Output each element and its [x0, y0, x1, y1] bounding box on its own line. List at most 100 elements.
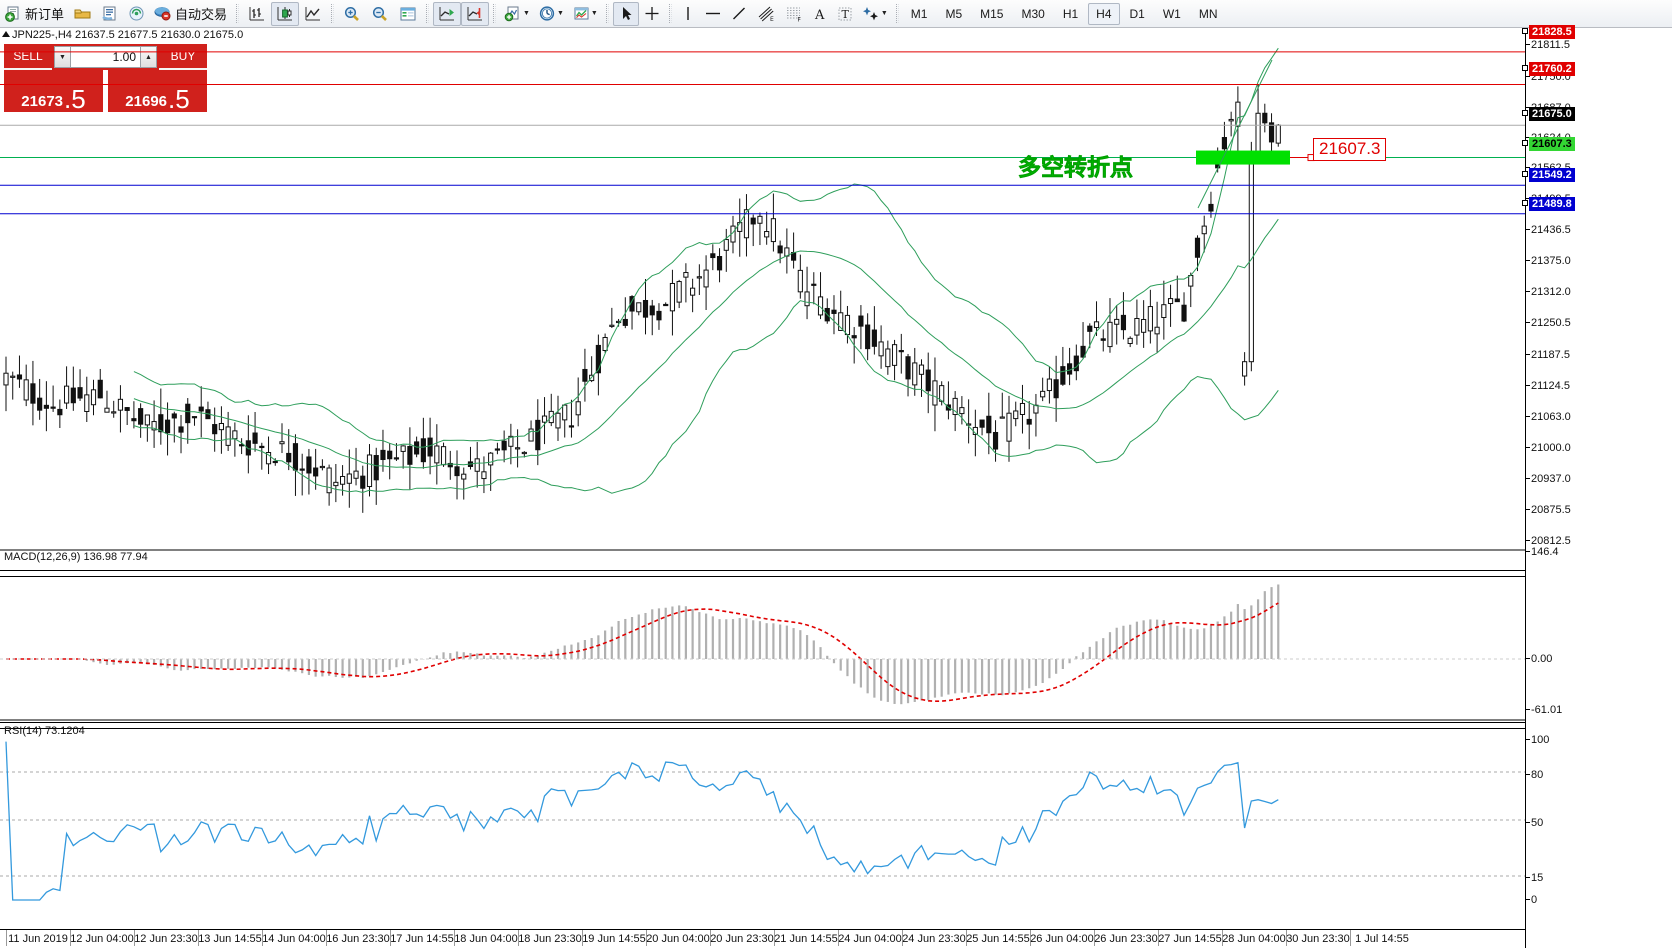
- indicators-button[interactable]: ▼: [500, 2, 534, 26]
- text-label-button[interactable]: T: [832, 2, 858, 26]
- price-level-tag-green[interactable]: 21607.3: [1522, 137, 1575, 151]
- sell-price-button[interactable]: 21673 .5: [4, 70, 103, 112]
- timeframe-button-h4[interactable]: H4: [1088, 2, 1120, 25]
- candlestick-chart-button[interactable]: [271, 1, 300, 26]
- toolbar-separator: [605, 4, 609, 23]
- bar-chart-button[interactable]: [243, 2, 271, 26]
- price-level-value: 21607.3: [1532, 138, 1572, 150]
- time-axis-label: 21 Jun 14:55: [774, 933, 838, 945]
- price-tick-label: 21063.0: [1526, 412, 1571, 423]
- equidistant-channel-icon: E: [758, 6, 774, 22]
- vertical-line-button[interactable]: [676, 2, 700, 26]
- tick-mark: [1526, 167, 1530, 168]
- equidistant-channel-button[interactable]: E: [752, 2, 780, 26]
- auto-scroll-button[interactable]: [433, 1, 462, 26]
- new-order-button[interactable]: 新订单: [2, 2, 69, 26]
- crosshair-button[interactable]: [639, 2, 665, 26]
- tick-mark: [1526, 322, 1530, 323]
- timeframe-button-m15[interactable]: M15: [972, 3, 1011, 25]
- chevron-down-icon: ▼: [880, 10, 888, 17]
- timeframe-button-m5[interactable]: M5: [937, 3, 970, 25]
- timeframe-button-d1[interactable]: D1: [1122, 3, 1153, 25]
- time-axis-label: 28 Jun 04:00: [1222, 933, 1286, 945]
- price-tick-label: 21250.5: [1526, 318, 1571, 329]
- tick-value: 21375.0: [1531, 255, 1571, 267]
- price-tick-label: 21124.5: [1526, 381, 1570, 392]
- buy-button[interactable]: BUY: [159, 44, 207, 70]
- folder-button[interactable]: [69, 2, 96, 26]
- price-tick-label: 21811.5: [1526, 39, 1570, 51]
- timeframe-button-h1[interactable]: H1: [1055, 3, 1086, 25]
- symbol-info-line: JPN225-,H4 21637.5 21677.5 21630.0 21675…: [0, 29, 1525, 42]
- auto-scroll-icon: [439, 6, 455, 20]
- tick-value: 21811.5: [1531, 39, 1570, 51]
- tick-mark: [1526, 229, 1530, 230]
- period-button[interactable]: ▼: [534, 2, 568, 26]
- time-axis-label: 20 Jun 23:30: [710, 933, 774, 945]
- level-drag-handle[interactable]: [1522, 171, 1528, 177]
- time-axis-label: 24 Jun 23:30: [902, 933, 966, 945]
- macd-pane-border-2: [0, 576, 1525, 577]
- buy-price-button[interactable]: 21696 .5: [108, 70, 207, 112]
- trend-line[interactable]: [1197, 59, 1273, 209]
- buy-price-fraction: .5: [168, 83, 190, 114]
- tick-mark: [1526, 354, 1530, 355]
- time-axis-label: 25 Jun 14:55: [966, 933, 1030, 945]
- autotrading-button[interactable]: 自动交易: [150, 2, 232, 26]
- tick-value: 50: [1531, 817, 1544, 829]
- time-tick-mark: [1094, 930, 1095, 946]
- data-window-button[interactable]: [394, 2, 422, 26]
- tick-mark: [1526, 739, 1530, 740]
- tick-value: 21312.0: [1531, 286, 1571, 298]
- vertical-line-icon: [687, 7, 689, 20]
- signals-button[interactable]: [123, 2, 150, 26]
- metaeditor-button[interactable]: [96, 2, 123, 26]
- sell-button[interactable]: SELL: [4, 44, 52, 70]
- timeframe-button-m30[interactable]: M30: [1013, 3, 1052, 25]
- level-drag-handle[interactable]: [1522, 65, 1528, 71]
- fibonacci-button[interactable]: F: [780, 2, 808, 26]
- tick-value: 100: [1531, 734, 1550, 746]
- time-axis-label: 14 Jun 04:00: [262, 933, 326, 945]
- templates-button[interactable]: ▼: [568, 2, 602, 26]
- rsi-tick-label: 80: [1526, 770, 1543, 781]
- level-drag-handle[interactable]: [1522, 110, 1528, 116]
- horizontal-line-icon: [705, 12, 720, 15]
- cursor-button[interactable]: [612, 1, 639, 26]
- price-level-tag-red[interactable]: 21760.2: [1522, 62, 1575, 76]
- time-tick-mark: [1222, 930, 1223, 946]
- timeframe-label: H1: [1062, 6, 1079, 21]
- level-drag-handle[interactable]: [1522, 140, 1528, 146]
- chevron-down-icon: ▼: [590, 10, 598, 17]
- timeframe-label: MN: [1198, 6, 1218, 21]
- collapse-triangle-icon[interactable]: [2, 31, 10, 37]
- zoom-in-button[interactable]: [338, 2, 366, 26]
- price-level-value: 21675.0: [1532, 108, 1572, 120]
- timeframe-button-mn[interactable]: MN: [1191, 3, 1226, 25]
- price-level-tag-red[interactable]: 21828.5: [1522, 25, 1575, 39]
- timeframe-button-w1[interactable]: W1: [1155, 3, 1189, 25]
- horizontal-level-lines[interactable]: [0, 51, 1525, 215]
- price-callout-box[interactable]: 21607.3: [1313, 138, 1387, 161]
- time-tick-mark: [134, 930, 135, 946]
- timeframe-button-m1[interactable]: M1: [903, 3, 936, 25]
- line-chart-button[interactable]: [299, 2, 327, 26]
- shapes-button[interactable]: ▼: [858, 2, 892, 26]
- time-axis-label: 11 Jun 2019: [8, 933, 68, 945]
- zoom-out-button[interactable]: [366, 2, 394, 26]
- tick-value: 21750.0: [1531, 71, 1571, 83]
- level-drag-handle[interactable]: [1522, 200, 1528, 206]
- text-button[interactable]: A: [808, 2, 832, 26]
- price-level-tag-black[interactable]: 21675.0: [1522, 107, 1575, 121]
- trendline-button[interactable]: [726, 2, 752, 26]
- level-highlight-rect[interactable]: [1196, 150, 1315, 165]
- horizontal-line-button[interactable]: [700, 2, 726, 26]
- price-level-tag-blue[interactable]: 21549.2: [1522, 168, 1575, 182]
- tick-value: 0: [1531, 894, 1538, 906]
- level-drag-handle[interactable]: [1522, 28, 1528, 34]
- price-level-tag-blue[interactable]: 21489.8: [1522, 197, 1575, 211]
- time-axis: 11 Jun 2019 12 Jun 04:00 12 Jun 23:30 13 Ju…: [0, 930, 1525, 949]
- chart-annotation-text[interactable]: 多空转折点: [1018, 155, 1134, 182]
- chart-shift-button[interactable]: [461, 1, 490, 26]
